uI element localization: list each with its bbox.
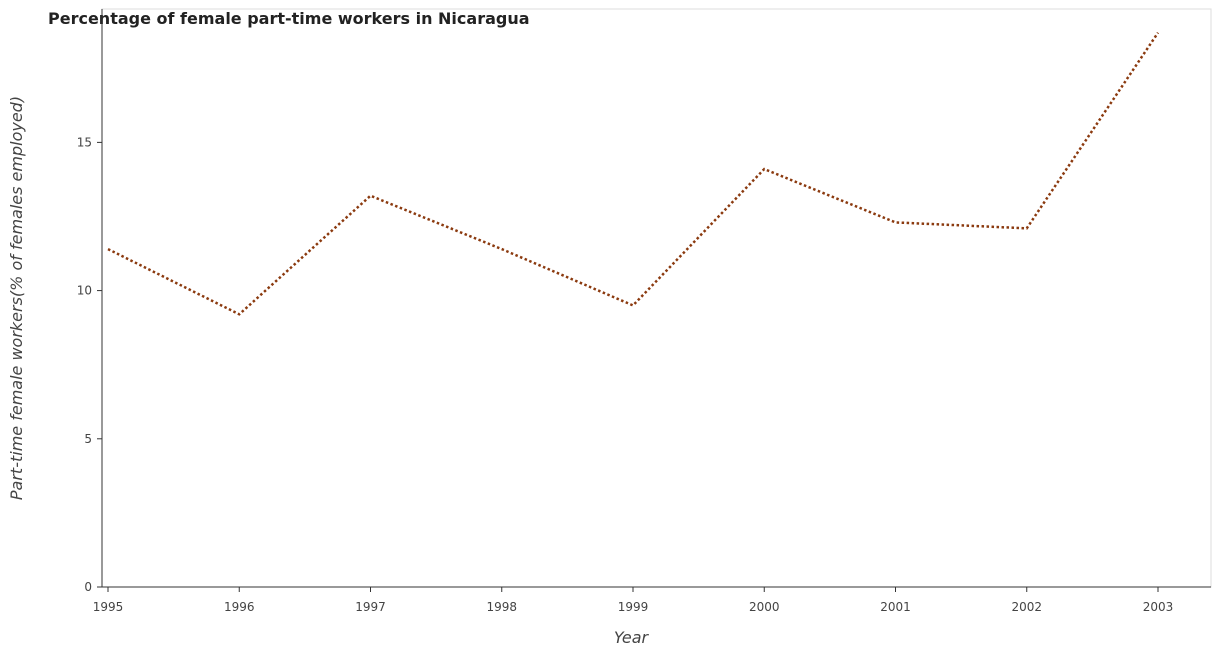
y-tick-label: 0 [84,580,92,594]
y-axis-label: Part-time female workers(% of females em… [7,96,26,500]
x-tick-label: 2000 [749,600,780,614]
y-tick-label: 15 [77,135,92,149]
x-tick-label: 1996 [224,600,255,614]
x-tick-label: 2001 [880,600,911,614]
x-axis-label: Year [614,628,650,647]
y-tick-label: 10 [77,284,92,298]
series-line [107,32,1160,316]
x-tick-label: 1999 [618,600,649,614]
x-tick-label: 2002 [1011,600,1042,614]
x-tick-label: 1997 [355,600,386,614]
y-ticks: 0 5 10 15 [77,135,102,594]
y-tick-label: 5 [84,432,92,446]
x-tick-label: 2003 [1143,600,1174,614]
x-tick-label: 1995 [93,600,124,614]
chart-title: Percentage of female part-time workers i… [48,9,530,28]
x-ticks: 1995 1996 1997 1998 1999 2000 2001 2002 2003 [93,587,1174,614]
x-tick-label: 1998 [486,600,517,614]
plot-frame [101,8,1212,588]
